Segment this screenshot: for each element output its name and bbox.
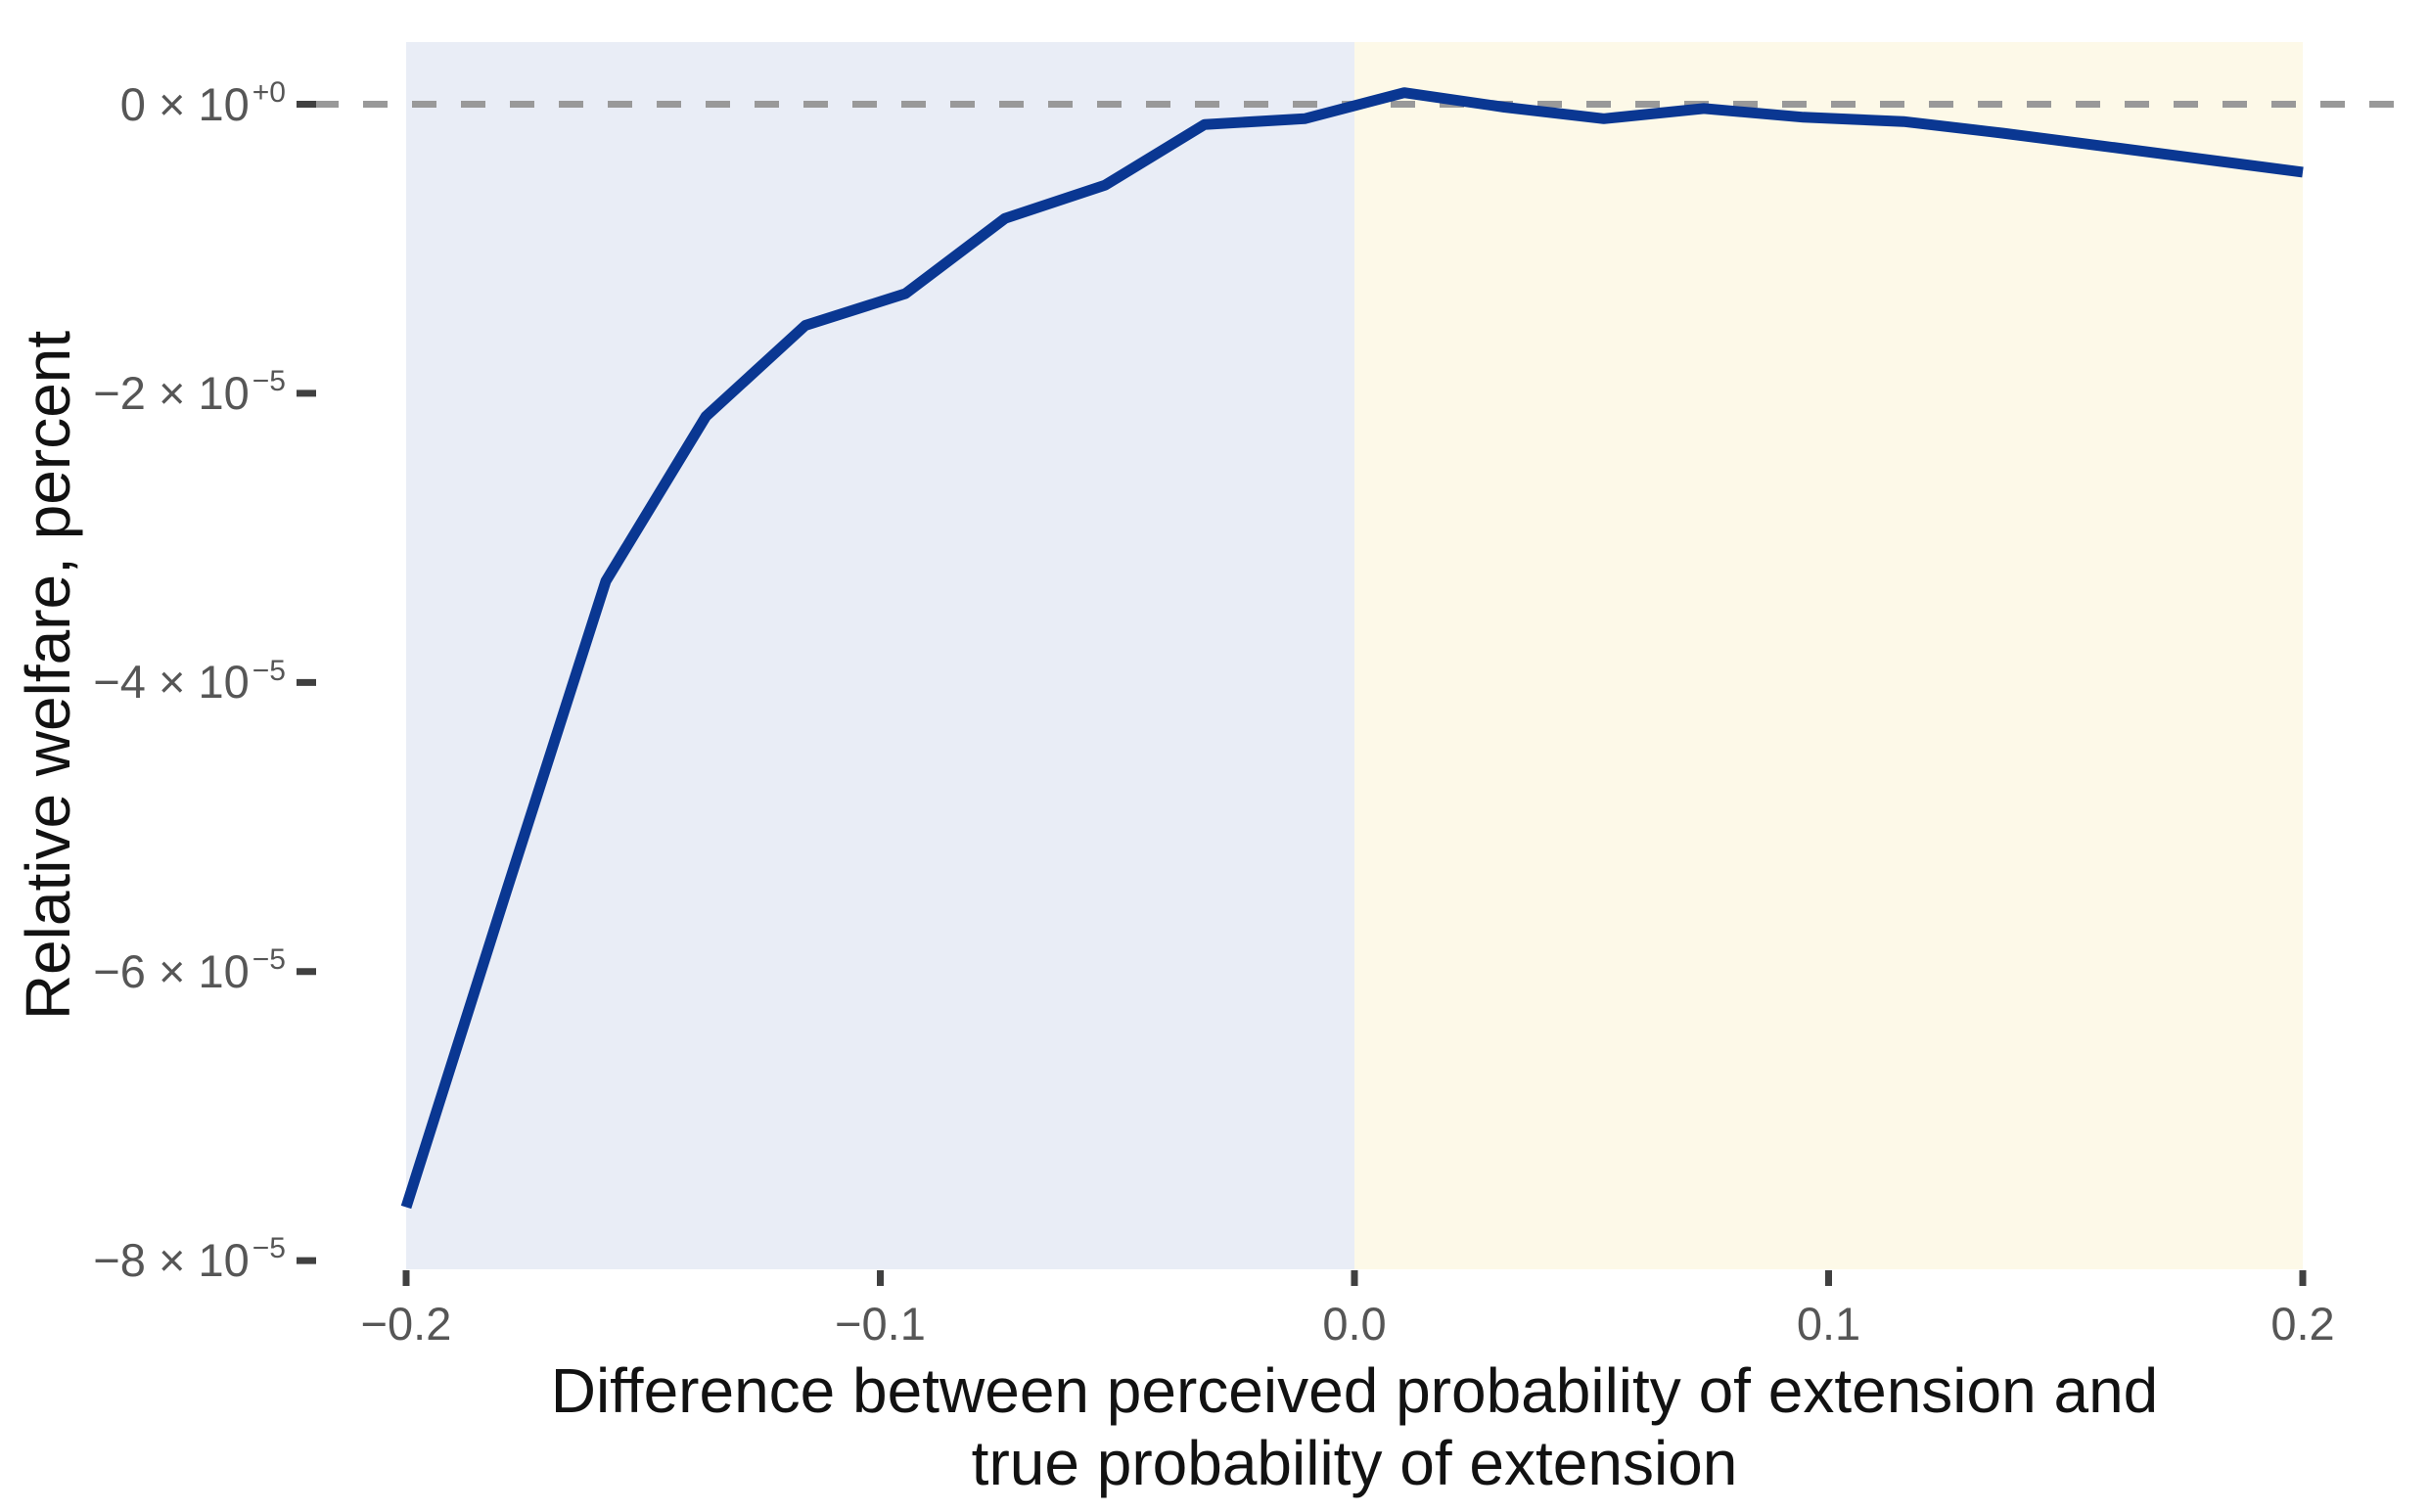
x-tick-label: −0.2 xyxy=(360,1298,452,1350)
y-tick-mantissa: −6 × 10 xyxy=(93,944,250,997)
x-tick-label: −0.1 xyxy=(835,1298,926,1350)
y-tick-label: −2 × 10 −5 xyxy=(20,366,286,421)
underestimation-region xyxy=(406,42,1354,1269)
overestimation-region xyxy=(1354,42,2303,1269)
x-axis-title-line-2: true probability of extension xyxy=(971,1428,1738,1498)
y-tick-label: −8 × 10 −5 xyxy=(20,1233,286,1288)
x-tick-label: 0.2 xyxy=(2270,1298,2335,1350)
y-tick-label: 0 × 10 +0 xyxy=(20,77,286,132)
x-tick-label: 0.1 xyxy=(1796,1298,1861,1350)
y-axis-title: Relative welfare, percent xyxy=(13,330,83,1021)
relative-welfare-curve xyxy=(400,87,2304,1210)
y-tick-mantissa: −8 × 10 xyxy=(93,1234,250,1287)
y-tick-mantissa: −2 × 10 xyxy=(93,366,250,419)
y-tick-label: −4 × 10 −5 xyxy=(20,655,286,710)
y-tick-label: −6 × 10 −5 xyxy=(20,944,286,999)
y-tick-mantissa: 0 × 10 xyxy=(119,77,250,130)
x-tick-label: 0.0 xyxy=(1322,1298,1387,1350)
y-tick-exponent: −5 xyxy=(252,943,286,977)
y-tick-exponent: −5 xyxy=(252,365,286,398)
x-axis-title-line-1: Difference between perceived probability… xyxy=(550,1355,2159,1426)
y-tick-exponent: −5 xyxy=(252,654,286,687)
y-tick-exponent: −5 xyxy=(252,1232,286,1265)
y-tick-mantissa: −4 × 10 xyxy=(93,656,250,709)
y-tick-exponent: +0 xyxy=(252,75,286,109)
